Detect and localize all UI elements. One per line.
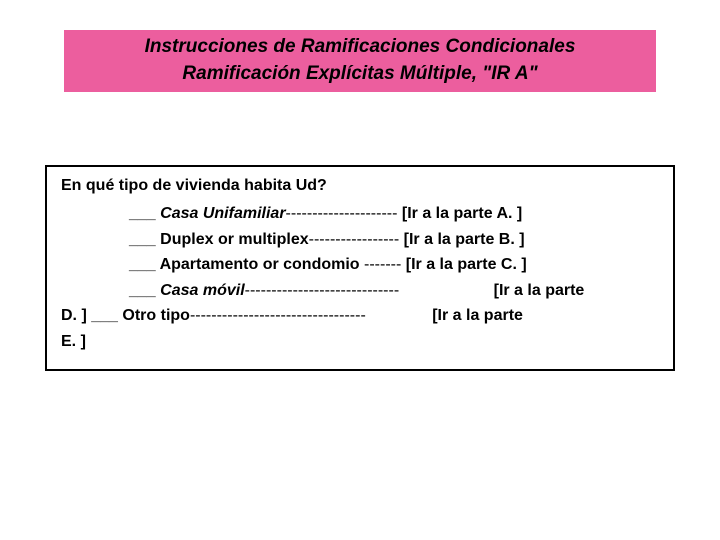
question-text: En qué tipo de vivienda habita Ud?: [61, 177, 659, 195]
option-row: D. ] ___ Otro tipo----------------------…: [61, 303, 659, 329]
option-goto: [Ir a la parte A. ]: [402, 205, 522, 222]
option-row: ___ Apartamento or condomio ------- [Ir …: [61, 252, 659, 278]
option-label: Casa móvil: [160, 282, 244, 299]
title-line-1: Instrucciones de Ramificaciones Condicio…: [145, 34, 576, 61]
option-dashes: ---------------------: [286, 205, 398, 222]
option-dashes: -----------------------------: [245, 282, 400, 299]
option-goto: [Ir a la parte: [494, 282, 585, 299]
option-row: ___ Casa Unifamiliar--------------------…: [61, 201, 659, 227]
option-dashes: ---------------------------------: [190, 307, 366, 324]
option-goto: [Ir a la parte: [432, 307, 523, 324]
title-line-2: Ramificación Explícitas Múltiple, "IR A": [182, 61, 537, 88]
option-label: Duplex or multiplex: [160, 231, 308, 248]
content-panel: En qué tipo de vivienda habita Ud? ___ C…: [45, 165, 675, 371]
option-blank: ___: [129, 227, 156, 253]
option-label: Apartamento or condomio: [160, 256, 364, 273]
option-goto: [Ir a la parte B. ]: [404, 231, 525, 248]
option-row: ___ Casa móvil--------------------------…: [61, 278, 659, 304]
option-blank: ___: [129, 278, 156, 304]
option-blank: ___: [129, 201, 156, 227]
option-row: ___ Duplex or multiplex-----------------…: [61, 227, 659, 253]
option-blank: ___: [91, 303, 118, 329]
option-dashes: -------: [364, 256, 401, 273]
option-prefix: D. ]: [61, 307, 87, 324]
trailing-row: E. ]: [61, 329, 659, 355]
option-goto: [Ir a la parte C. ]: [406, 256, 527, 273]
option-label: Otro tipo: [122, 307, 190, 324]
title-banner: Instrucciones de Ramificaciones Condicio…: [64, 30, 656, 92]
option-label: Casa Unifamiliar: [160, 205, 285, 222]
option-dashes: -----------------: [309, 231, 400, 248]
trailing-label: E. ]: [61, 333, 86, 350]
option-blank: ___: [129, 252, 156, 278]
